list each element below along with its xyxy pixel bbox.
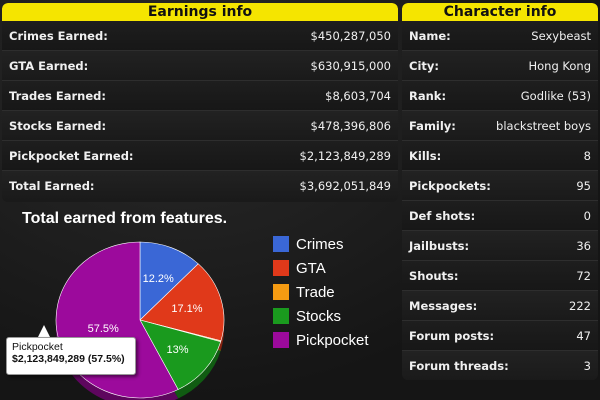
pie-slice[interactable] xyxy=(139,263,225,342)
character-table: Name: Sexybeast City: Hong Kong Rank: Godlike… xyxy=(402,21,598,380)
earnings-label: GTA Earned: xyxy=(9,58,89,73)
earnings-label: Crimes Earned: xyxy=(9,28,108,43)
earnings-value: $478,396,806 xyxy=(310,118,391,133)
earnings-panel: Earnings info Crimes Earned: $450,287,050… xyxy=(2,3,398,202)
character-value: 72 xyxy=(576,268,591,283)
earnings-value: $2,123,849,289 xyxy=(299,148,391,163)
earnings-label: Total Earned: xyxy=(9,179,95,193)
character-row: Pickpockets: 95 xyxy=(402,171,598,201)
pie-slice-label: 17.1% xyxy=(171,303,202,315)
legend-label: GTA xyxy=(296,259,326,277)
character-label: City: xyxy=(409,58,439,73)
character-value: 222 xyxy=(569,298,591,313)
character-value: 95 xyxy=(576,178,591,193)
legend-swatch xyxy=(273,260,289,276)
character-row: Kills: 8 xyxy=(402,141,598,171)
earnings-label: Pickpocket Earned: xyxy=(9,148,134,163)
earnings-row: Stocks Earned: $478,396,806 xyxy=(2,111,398,141)
character-label: Messages: xyxy=(409,298,478,313)
character-panel: Character info Name: Sexybeast City: Hong K… xyxy=(402,3,598,380)
legend-swatch xyxy=(273,308,289,324)
earnings-row: Trades Earned: $8,603,704 xyxy=(2,81,398,111)
pie-slice-label: 12.2% xyxy=(143,273,174,285)
earnings-row: Total Earned: $3,692,051,849 xyxy=(2,171,398,201)
character-row: Forum threads: 3 xyxy=(402,351,598,380)
pie-slice[interactable] xyxy=(139,319,222,390)
character-row: Forum posts: 47 xyxy=(402,321,598,351)
pie-slice-label: 13% xyxy=(167,344,189,356)
character-value: Godlike (53) xyxy=(520,88,591,103)
tooltip-value: $2,123,849,289 (57.5%) xyxy=(12,353,125,365)
legend-item[interactable]: Pickpocket xyxy=(273,328,369,352)
earnings-row: GTA Earned: $630,915,000 xyxy=(2,51,398,81)
chart-legend: Crimes GTA Trade Stocks Pickpocket xyxy=(273,232,369,352)
character-row: Jailbusts: 36 xyxy=(402,231,598,261)
character-value: blackstreet boys xyxy=(496,118,591,133)
legend-item[interactable]: Crimes xyxy=(273,232,369,256)
legend-label: Stocks xyxy=(296,307,342,325)
character-label: Name: xyxy=(409,28,451,43)
character-row: Def shots: 0 xyxy=(402,201,598,231)
character-row: City: Hong Kong xyxy=(402,51,598,81)
character-label: Kills: xyxy=(409,148,442,163)
tooltip-title: Pickpocket xyxy=(12,341,63,353)
earnings-row: Pickpocket Earned: $2,123,849,289 xyxy=(2,141,398,171)
character-label: Shouts: xyxy=(409,268,459,283)
legend-label: Crimes xyxy=(296,235,344,253)
character-row: Name: Sexybeast xyxy=(402,21,598,51)
legend-item[interactable]: Trade xyxy=(273,280,369,304)
legend-swatch xyxy=(273,284,289,300)
character-label: Forum threads: xyxy=(409,359,509,373)
character-row: Rank: Godlike (53) xyxy=(402,81,598,111)
earnings-row: Crimes Earned: $450,287,050 xyxy=(2,21,398,51)
character-value: 36 xyxy=(576,238,591,253)
tooltip-pointer xyxy=(38,325,50,337)
earnings-value: $3,692,051,849 xyxy=(299,179,391,193)
pie-slice[interactable] xyxy=(139,241,199,321)
legend-label: Pickpocket xyxy=(296,331,369,349)
character-label: Family: xyxy=(409,118,456,133)
legend-swatch xyxy=(273,332,289,348)
earnings-header: Earnings info xyxy=(2,3,398,21)
character-value: 3 xyxy=(583,359,591,373)
pie-slice-label: 57.5% xyxy=(88,323,119,335)
character-row: Family: blackstreet boys xyxy=(402,111,598,141)
character-value: 47 xyxy=(576,328,591,343)
chart-tooltip: Pickpocket $2,123,849,289 (57.5%) xyxy=(6,337,136,375)
chart-title: Total earned from features. xyxy=(22,210,228,227)
character-label: Forum posts: xyxy=(409,328,495,343)
character-row: Shouts: 72 xyxy=(402,261,598,291)
earnings-value: $630,915,000 xyxy=(310,58,391,73)
legend-swatch xyxy=(273,236,289,252)
earnings-label: Trades Earned: xyxy=(9,88,106,103)
character-value: 8 xyxy=(583,148,591,163)
legend-item[interactable]: GTA xyxy=(273,256,369,280)
character-row: Messages: 222 xyxy=(402,291,598,321)
earnings-table: Crimes Earned: $450,287,050 GTA Earned: $63… xyxy=(2,21,398,201)
earnings-pie-chart: 12.2% 17.1% 13% 57.5% Total earned from fea… xyxy=(0,202,400,400)
earnings-value: $450,287,050 xyxy=(310,28,391,43)
character-label: Jailbusts: xyxy=(409,238,470,253)
legend-item[interactable]: Stocks xyxy=(273,304,369,328)
earnings-value: $8,603,704 xyxy=(325,88,391,103)
character-label: Def shots: xyxy=(409,208,476,223)
character-label: Rank: xyxy=(409,88,447,103)
character-label: Pickpockets: xyxy=(409,178,491,193)
character-value: Hong Kong xyxy=(528,58,591,73)
legend-label: Trade xyxy=(296,283,335,301)
character-value: 0 xyxy=(583,208,591,223)
character-value: Sexybeast xyxy=(531,28,591,43)
character-header: Character info xyxy=(402,3,598,21)
earnings-label: Stocks Earned: xyxy=(9,118,107,133)
